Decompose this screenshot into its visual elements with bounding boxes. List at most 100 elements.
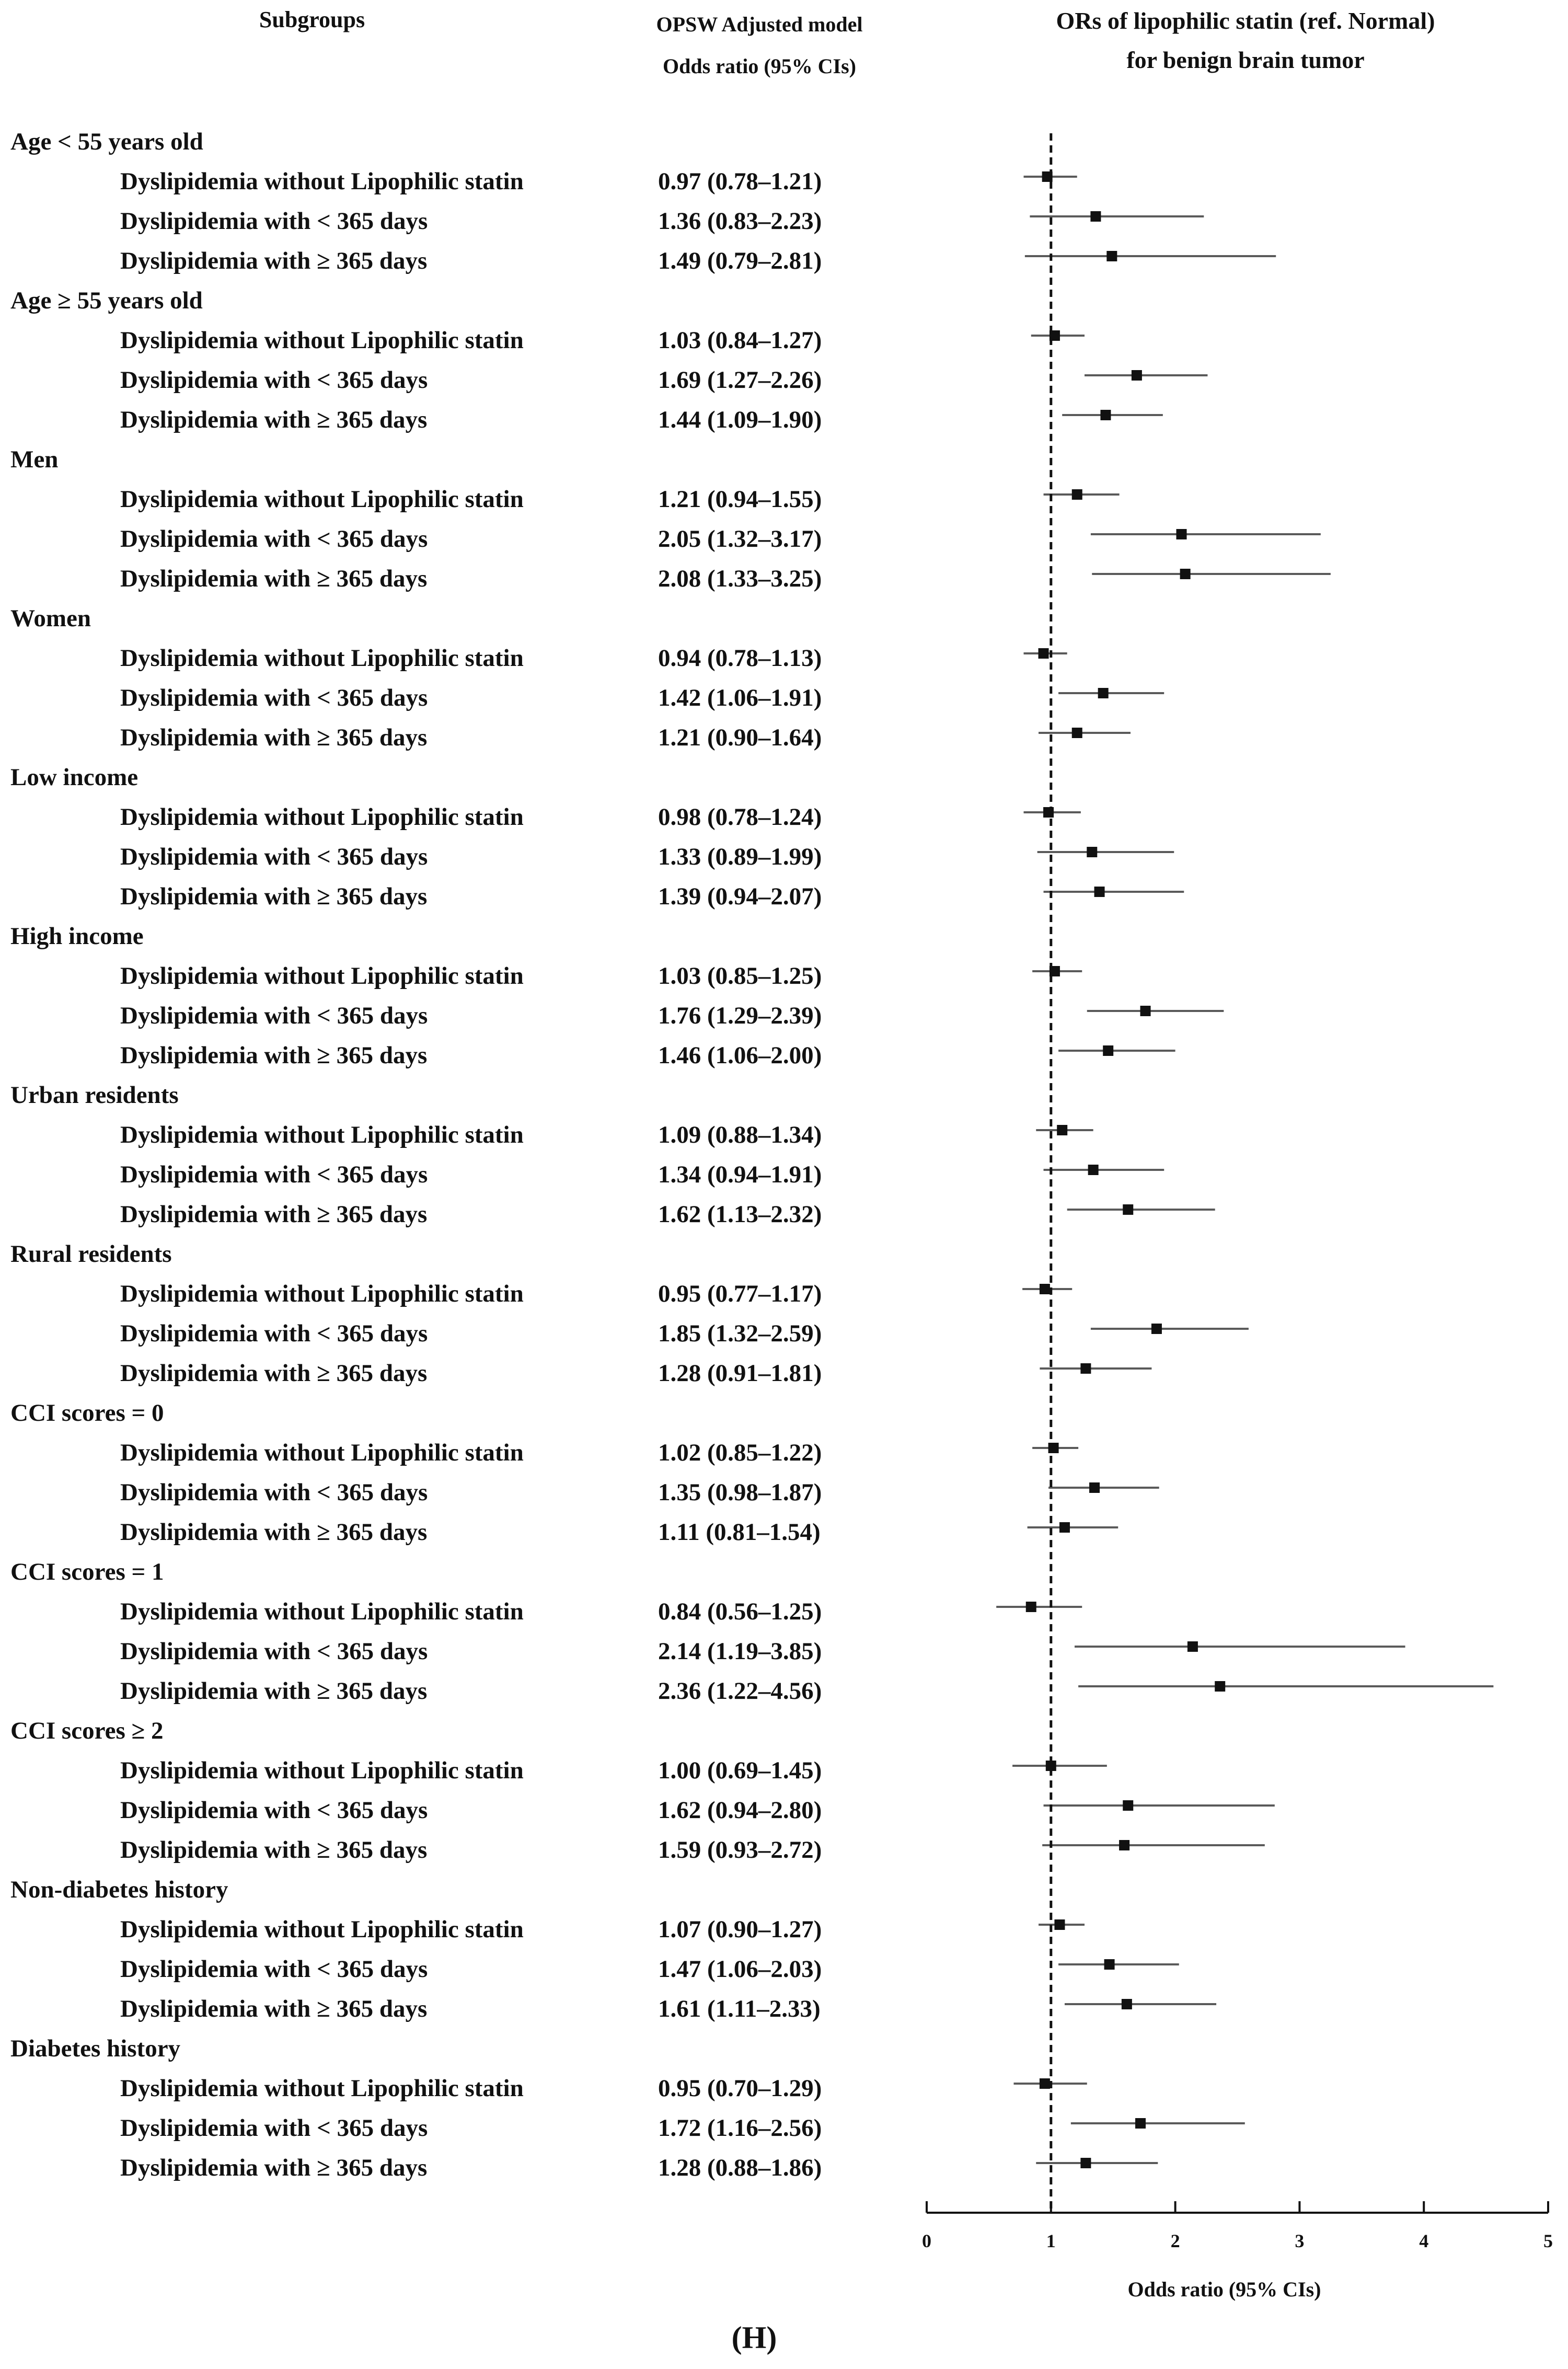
odds-ratio-value: 1.28 (0.91–1.81) xyxy=(658,1360,822,1387)
odds-ratio-value: 1.09 (0.88–1.34) xyxy=(658,1121,822,1148)
odds-ratio-value: 0.97 (0.78–1.21) xyxy=(658,168,822,195)
row-label: Dyslipidemia with < 365 days xyxy=(120,2114,428,2142)
point-estimate-marker xyxy=(1039,2078,1050,2089)
odds-ratio-value: 1.35 (0.98–1.87) xyxy=(658,1479,822,1506)
point-estimate-marker xyxy=(1215,1681,1226,1692)
point-estimate-marker xyxy=(1140,1006,1151,1016)
panel-label: (H) xyxy=(732,2320,777,2355)
odds-ratio-value: 1.02 (0.85–1.22) xyxy=(658,1439,822,1466)
row-label: Dyslipidemia with ≥ 365 days xyxy=(120,1836,427,1864)
point-estimate-marker xyxy=(1100,410,1111,420)
point-estimate-marker xyxy=(1089,1482,1100,1493)
point-estimate-marker xyxy=(1090,211,1101,222)
row-label: Dyslipidemia with ≥ 365 days xyxy=(120,1360,427,1387)
odds-ratio-value: 1.42 (1.06–1.91) xyxy=(658,684,822,711)
point-estimate-marker xyxy=(1151,1324,1162,1334)
odds-ratio-value: 1.34 (0.94–1.91) xyxy=(658,1161,822,1188)
point-estimate-marker xyxy=(1039,1284,1050,1294)
row-label: Dyslipidemia with < 365 days xyxy=(120,1479,428,1506)
row-label: Dyslipidemia without Lipophilic statin xyxy=(120,1598,524,1625)
group-label: Age ≥ 55 years old xyxy=(10,287,203,314)
point-estimate-marker xyxy=(1135,2118,1146,2129)
row-label: Dyslipidemia with < 365 days xyxy=(120,843,428,870)
odds-ratio-value: 2.05 (1.32–3.17) xyxy=(658,525,822,553)
point-estimate-marker xyxy=(1087,847,1098,857)
point-estimate-marker xyxy=(1088,1165,1099,1175)
row-label: Dyslipidemia with < 365 days xyxy=(120,1002,428,1029)
point-estimate-marker xyxy=(1080,2158,1091,2168)
row-label: Dyslipidemia without Lipophilic statin xyxy=(120,1121,524,1148)
row-label: Dyslipidemia with < 365 days xyxy=(120,1797,428,1824)
point-estimate-marker xyxy=(1071,728,1082,738)
group-label: Low income xyxy=(10,764,138,791)
point-estimate-marker xyxy=(1094,887,1105,897)
x-axis: 0 1 2 3 4 5 Odds ratio (95% CIs) xyxy=(922,133,1553,2301)
odds-ratio-value: 1.39 (0.94–2.07) xyxy=(658,883,822,910)
odds-ratio-value: 1.21 (0.94–1.55) xyxy=(658,486,822,513)
odds-ratio-value: 0.94 (0.78–1.13) xyxy=(658,645,822,672)
model-header-line1: OPSW Adjusted model xyxy=(656,13,863,36)
point-estimate-marker xyxy=(1054,1919,1065,1930)
group-label: Non-diabetes history xyxy=(10,1876,228,1903)
point-estimate-marker xyxy=(1104,1959,1115,1970)
odds-ratio-value: 1.59 (0.93–2.72) xyxy=(658,1836,822,1864)
group-label: Rural residents xyxy=(10,1240,172,1268)
odds-ratio-value: 1.33 (0.89–1.99) xyxy=(658,843,822,870)
forest-rows: Age < 55 years old Dyslipidemia without L… xyxy=(10,128,1494,2181)
row-label: Dyslipidemia with < 365 days xyxy=(120,366,428,394)
x-tick-label: 5 xyxy=(1543,2230,1553,2251)
model-header-line2: Odds ratio (95% CIs) xyxy=(663,54,856,78)
row-label: Dyslipidemia with < 365 days xyxy=(120,1956,428,1983)
row-label: Dyslipidemia without Lipophilic statin xyxy=(120,1439,524,1466)
row-label: Dyslipidemia with ≥ 365 days xyxy=(120,1201,427,1228)
odds-ratio-value: 1.62 (1.13–2.32) xyxy=(658,1201,822,1228)
point-estimate-marker xyxy=(1038,648,1049,659)
plot-title-line2: for benign brain tumor xyxy=(1126,47,1364,73)
row-label: Dyslipidemia with ≥ 365 days xyxy=(120,724,427,751)
point-estimate-marker xyxy=(1025,1602,1036,1612)
odds-ratio-value: 1.49 (0.79–2.81) xyxy=(658,247,822,274)
point-estimate-marker xyxy=(1057,1125,1068,1135)
odds-ratio-value: 1.46 (1.06–2.00) xyxy=(658,1042,822,1069)
point-estimate-marker xyxy=(1123,1204,1134,1215)
point-estimate-marker xyxy=(1131,370,1142,381)
odds-ratio-value: 1.21 (0.90–1.64) xyxy=(658,724,822,751)
point-estimate-marker xyxy=(1121,1999,1132,2009)
row-label: Dyslipidemia with ≥ 365 days xyxy=(120,1677,427,1705)
row-label: Dyslipidemia with ≥ 365 days xyxy=(120,883,427,910)
odds-ratio-value: 1.62 (0.94–2.80) xyxy=(658,1797,822,1824)
odds-ratio-value: 1.47 (1.06–2.03) xyxy=(658,1956,822,1983)
row-label: Dyslipidemia with ≥ 365 days xyxy=(120,1042,427,1069)
point-estimate-marker xyxy=(1080,1363,1091,1374)
group-label: Urban residents xyxy=(10,1082,179,1109)
odds-ratio-value: 0.95 (0.77–1.17) xyxy=(658,1280,822,1307)
odds-ratio-value: 1.03 (0.85–1.25) xyxy=(658,962,822,990)
odds-ratio-value: 1.44 (1.09–1.90) xyxy=(658,406,822,433)
row-label: Dyslipidemia without Lipophilic statin xyxy=(120,1757,524,1784)
row-label: Dyslipidemia without Lipophilic statin xyxy=(120,2075,524,2102)
point-estimate-marker xyxy=(1103,1045,1114,1056)
x-tick-label: 0 xyxy=(922,2230,931,2251)
row-label: Dyslipidemia without Lipophilic statin xyxy=(120,803,524,831)
row-label: Dyslipidemia with ≥ 365 days xyxy=(120,2154,427,2181)
row-label: Dyslipidemia with ≥ 365 days xyxy=(120,1995,427,2022)
row-label: Dyslipidemia with < 365 days xyxy=(120,1638,428,1665)
group-label: CCI scores ≥ 2 xyxy=(10,1717,164,1744)
odds-ratio-value: 1.69 (1.27–2.26) xyxy=(658,366,822,394)
group-label: High income xyxy=(10,923,144,950)
point-estimate-marker xyxy=(1180,569,1191,579)
group-label: CCI scores = 1 xyxy=(10,1558,164,1585)
subgroups-header: Subgroups xyxy=(259,7,365,32)
odds-ratio-value: 1.76 (1.29–2.39) xyxy=(658,1002,822,1029)
odds-ratio-value: 1.36 (0.83–2.23) xyxy=(658,208,822,235)
odds-ratio-value: 1.85 (1.32–2.59) xyxy=(658,1320,822,1347)
row-label: Dyslipidemia with ≥ 365 days xyxy=(120,1519,427,1546)
row-label: Dyslipidemia with < 365 days xyxy=(120,684,428,711)
group-label: Diabetes history xyxy=(10,2035,181,2062)
x-tick-label: 3 xyxy=(1295,2230,1304,2251)
group-label: CCI scores = 0 xyxy=(10,1399,164,1427)
point-estimate-marker xyxy=(1045,1761,1056,1771)
group-label: Age < 55 years old xyxy=(10,128,203,155)
row-label: Dyslipidemia without Lipophilic statin xyxy=(120,1280,524,1307)
